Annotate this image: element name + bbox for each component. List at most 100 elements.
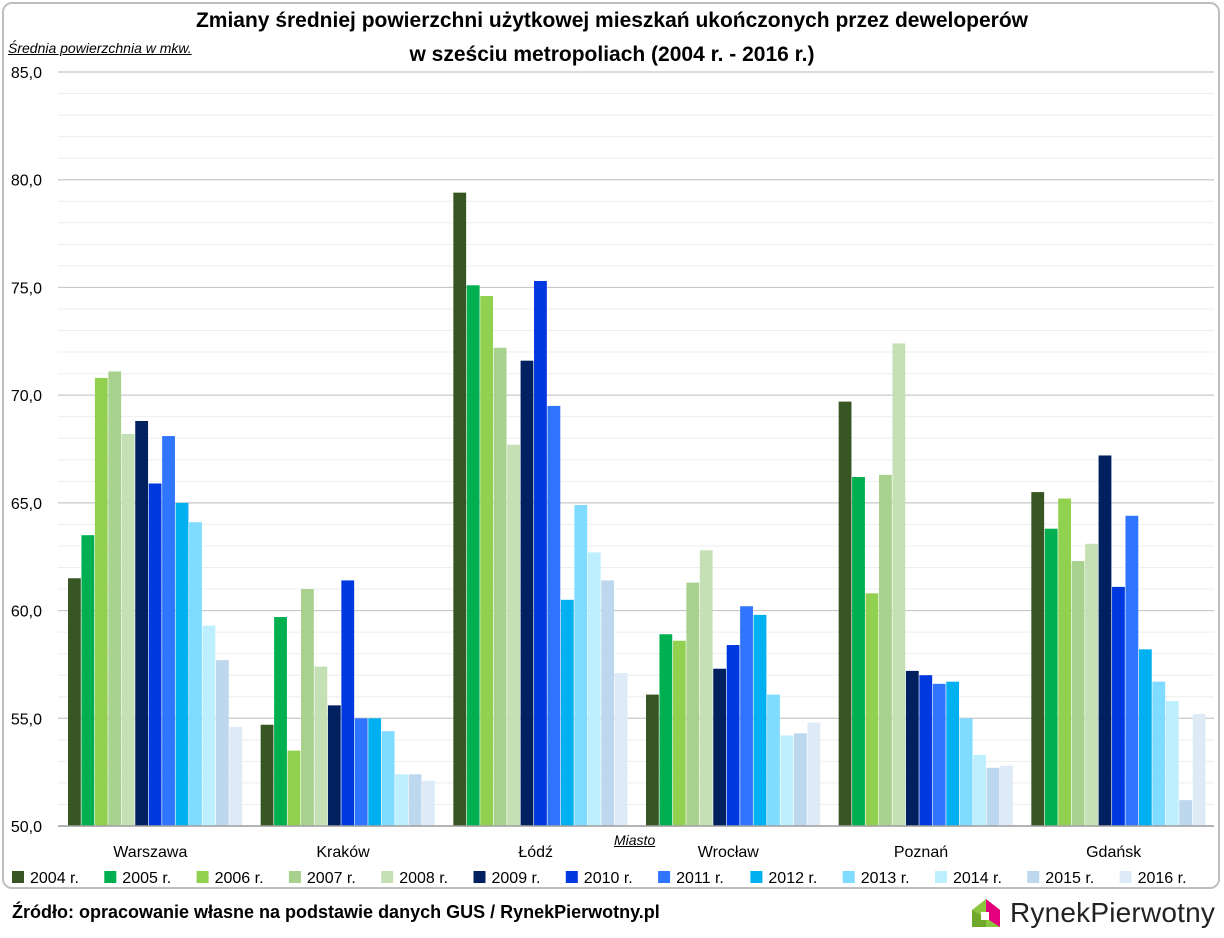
legend-swatch [196, 871, 209, 883]
x-tick-label: Poznań [894, 844, 948, 861]
house-logo-icon [972, 899, 1000, 927]
chart-title-line2: w sześciu metropoliach (2004 r. - 2016 r… [409, 43, 815, 66]
legend-label: 2008 r. [399, 870, 448, 887]
bar-Kraków-2009r [327, 705, 341, 826]
bar-Poznań-2010r [919, 675, 933, 826]
bar-Wrocław-2011r [740, 606, 753, 826]
bar-Łódź-2004r [453, 192, 467, 826]
bar-Gdańsk-2012r [1138, 649, 1152, 826]
bar-Łódź-2013r [574, 505, 588, 826]
x-tick-label: Warszawa [113, 844, 187, 861]
x-tick-label: Kraków [316, 844, 370, 861]
y-tick-label: 70,0 [11, 388, 42, 405]
bar-Wrocław-2009r [713, 668, 727, 826]
x-tick-label: Wrocław [698, 844, 759, 861]
legend-swatch [473, 871, 486, 883]
bar-Łódź-2006r [480, 296, 494, 826]
legend-swatch [12, 871, 24, 883]
y-tick-label: 80,0 [11, 173, 42, 190]
bar-Wrocław-2005r [659, 634, 673, 826]
bar-Gdańsk-2013r [1152, 681, 1166, 826]
legend-swatch [288, 871, 301, 883]
bar-Kraków-2014r [395, 774, 408, 826]
bar-Gdańsk-2015r [1179, 800, 1193, 826]
bar-Łódź-2007r [493, 347, 507, 826]
legend-label: 2006 r. [215, 870, 264, 887]
bar-Warszawa-2005r [81, 535, 95, 826]
legend-swatch [1119, 871, 1132, 883]
bar-Gdańsk-2014r [1165, 701, 1179, 826]
bar-Poznań-2004r [838, 401, 852, 826]
bar-Wrocław-2004r [646, 694, 659, 826]
legend-label: 2016 r. [1138, 870, 1187, 887]
legend-label: 2012 r. [768, 870, 817, 887]
bar-Kraków-2012r [368, 718, 382, 826]
bar-Warszawa-2012r [175, 502, 189, 826]
bar-Kraków-2008r [314, 666, 328, 826]
bar-Poznań-2007r [879, 474, 892, 826]
bar-Poznań-2009r [905, 670, 919, 826]
bar-Gdańsk-2006r [1058, 498, 1072, 826]
bar-Wrocław-2016r [807, 722, 821, 826]
bar-Kraków-2016r [422, 780, 435, 826]
bar-Łódź-2008r [507, 444, 520, 826]
y-tick-label: 60,0 [11, 604, 42, 621]
y-tick-label: 85,0 [11, 65, 42, 82]
bar-Poznań-2006r [865, 593, 879, 826]
y-tick-label: 75,0 [11, 280, 42, 297]
bar-Poznań-2016r [1000, 765, 1013, 826]
legend-label: 2013 r. [861, 870, 910, 887]
bar-Łódź-2011r [547, 405, 561, 826]
bar-Łódź-2016r [614, 673, 628, 826]
bar-Wrocław-2007r [686, 582, 700, 826]
bar-Kraków-2006r [287, 750, 301, 826]
bar-Poznań-2008r [892, 343, 906, 826]
bar-Gdańsk-2010r [1112, 586, 1125, 826]
chart-frame [2, 2, 1220, 889]
chart-title-line1: Zmiany średniej powierzchni użytkowej mi… [195, 9, 1029, 32]
bar-Warszawa-2007r [108, 371, 122, 826]
bar-Wrocław-2013r [767, 694, 780, 826]
y-tick-label: 65,0 [11, 496, 42, 513]
legend-label: 2014 r. [953, 870, 1002, 887]
legend-swatch [381, 871, 394, 883]
legend-label: 2011 r. [676, 870, 724, 887]
x-tick-label: Gdańsk [1086, 844, 1142, 861]
bar-Wrocław-2014r [780, 735, 794, 826]
y-axis-label: Średnia powierzchnia w mkw. [8, 40, 192, 56]
bar-Kraków-2011r [354, 718, 368, 826]
bar-Łódź-2010r [534, 280, 547, 827]
bar-Poznań-2011r [932, 683, 946, 826]
legend-label: 2010 r. [584, 870, 633, 887]
bar-Łódź-2009r [520, 360, 534, 826]
bar-Kraków-2005r [274, 617, 287, 826]
legend-label: 2015 r. [1045, 870, 1094, 887]
legend-swatch [658, 871, 671, 883]
bar-Kraków-2010r [341, 580, 355, 826]
logo-text: RynekPierwotny [1010, 897, 1216, 928]
bar-Łódź-2015r [601, 580, 615, 826]
legend-swatch [750, 871, 763, 883]
legend-swatch [104, 871, 117, 883]
bar-Poznań-2013r [959, 718, 973, 826]
y-tick-label: 50,0 [11, 819, 42, 836]
bar-Warszawa-2004r [68, 578, 81, 826]
legend-label: 2005 r. [122, 870, 171, 887]
bar-Łódź-2005r [466, 285, 480, 826]
bar-Gdańsk-2004r [1031, 492, 1045, 826]
bar-Łódź-2012r [560, 599, 574, 826]
bar-Kraków-2007r [301, 589, 314, 826]
bar-Wrocław-2012r [753, 614, 767, 826]
bar-Gdańsk-2007r [1071, 561, 1085, 826]
bar-Kraków-2004r [260, 724, 274, 826]
bar-Warszawa-2011r [162, 436, 175, 826]
bar-Gdańsk-2009r [1098, 455, 1112, 826]
bar-Warszawa-2006r [94, 377, 108, 826]
source-note: Źródło: opracowanie własne na podstawie … [12, 902, 660, 922]
bar-Wrocław-2006r [672, 640, 686, 826]
bar-Wrocław-2008r [699, 550, 713, 826]
bar-Poznań-2012r [946, 681, 960, 826]
bar-Warszawa-2010r [148, 483, 162, 826]
bar-Gdańsk-2005r [1044, 528, 1058, 826]
